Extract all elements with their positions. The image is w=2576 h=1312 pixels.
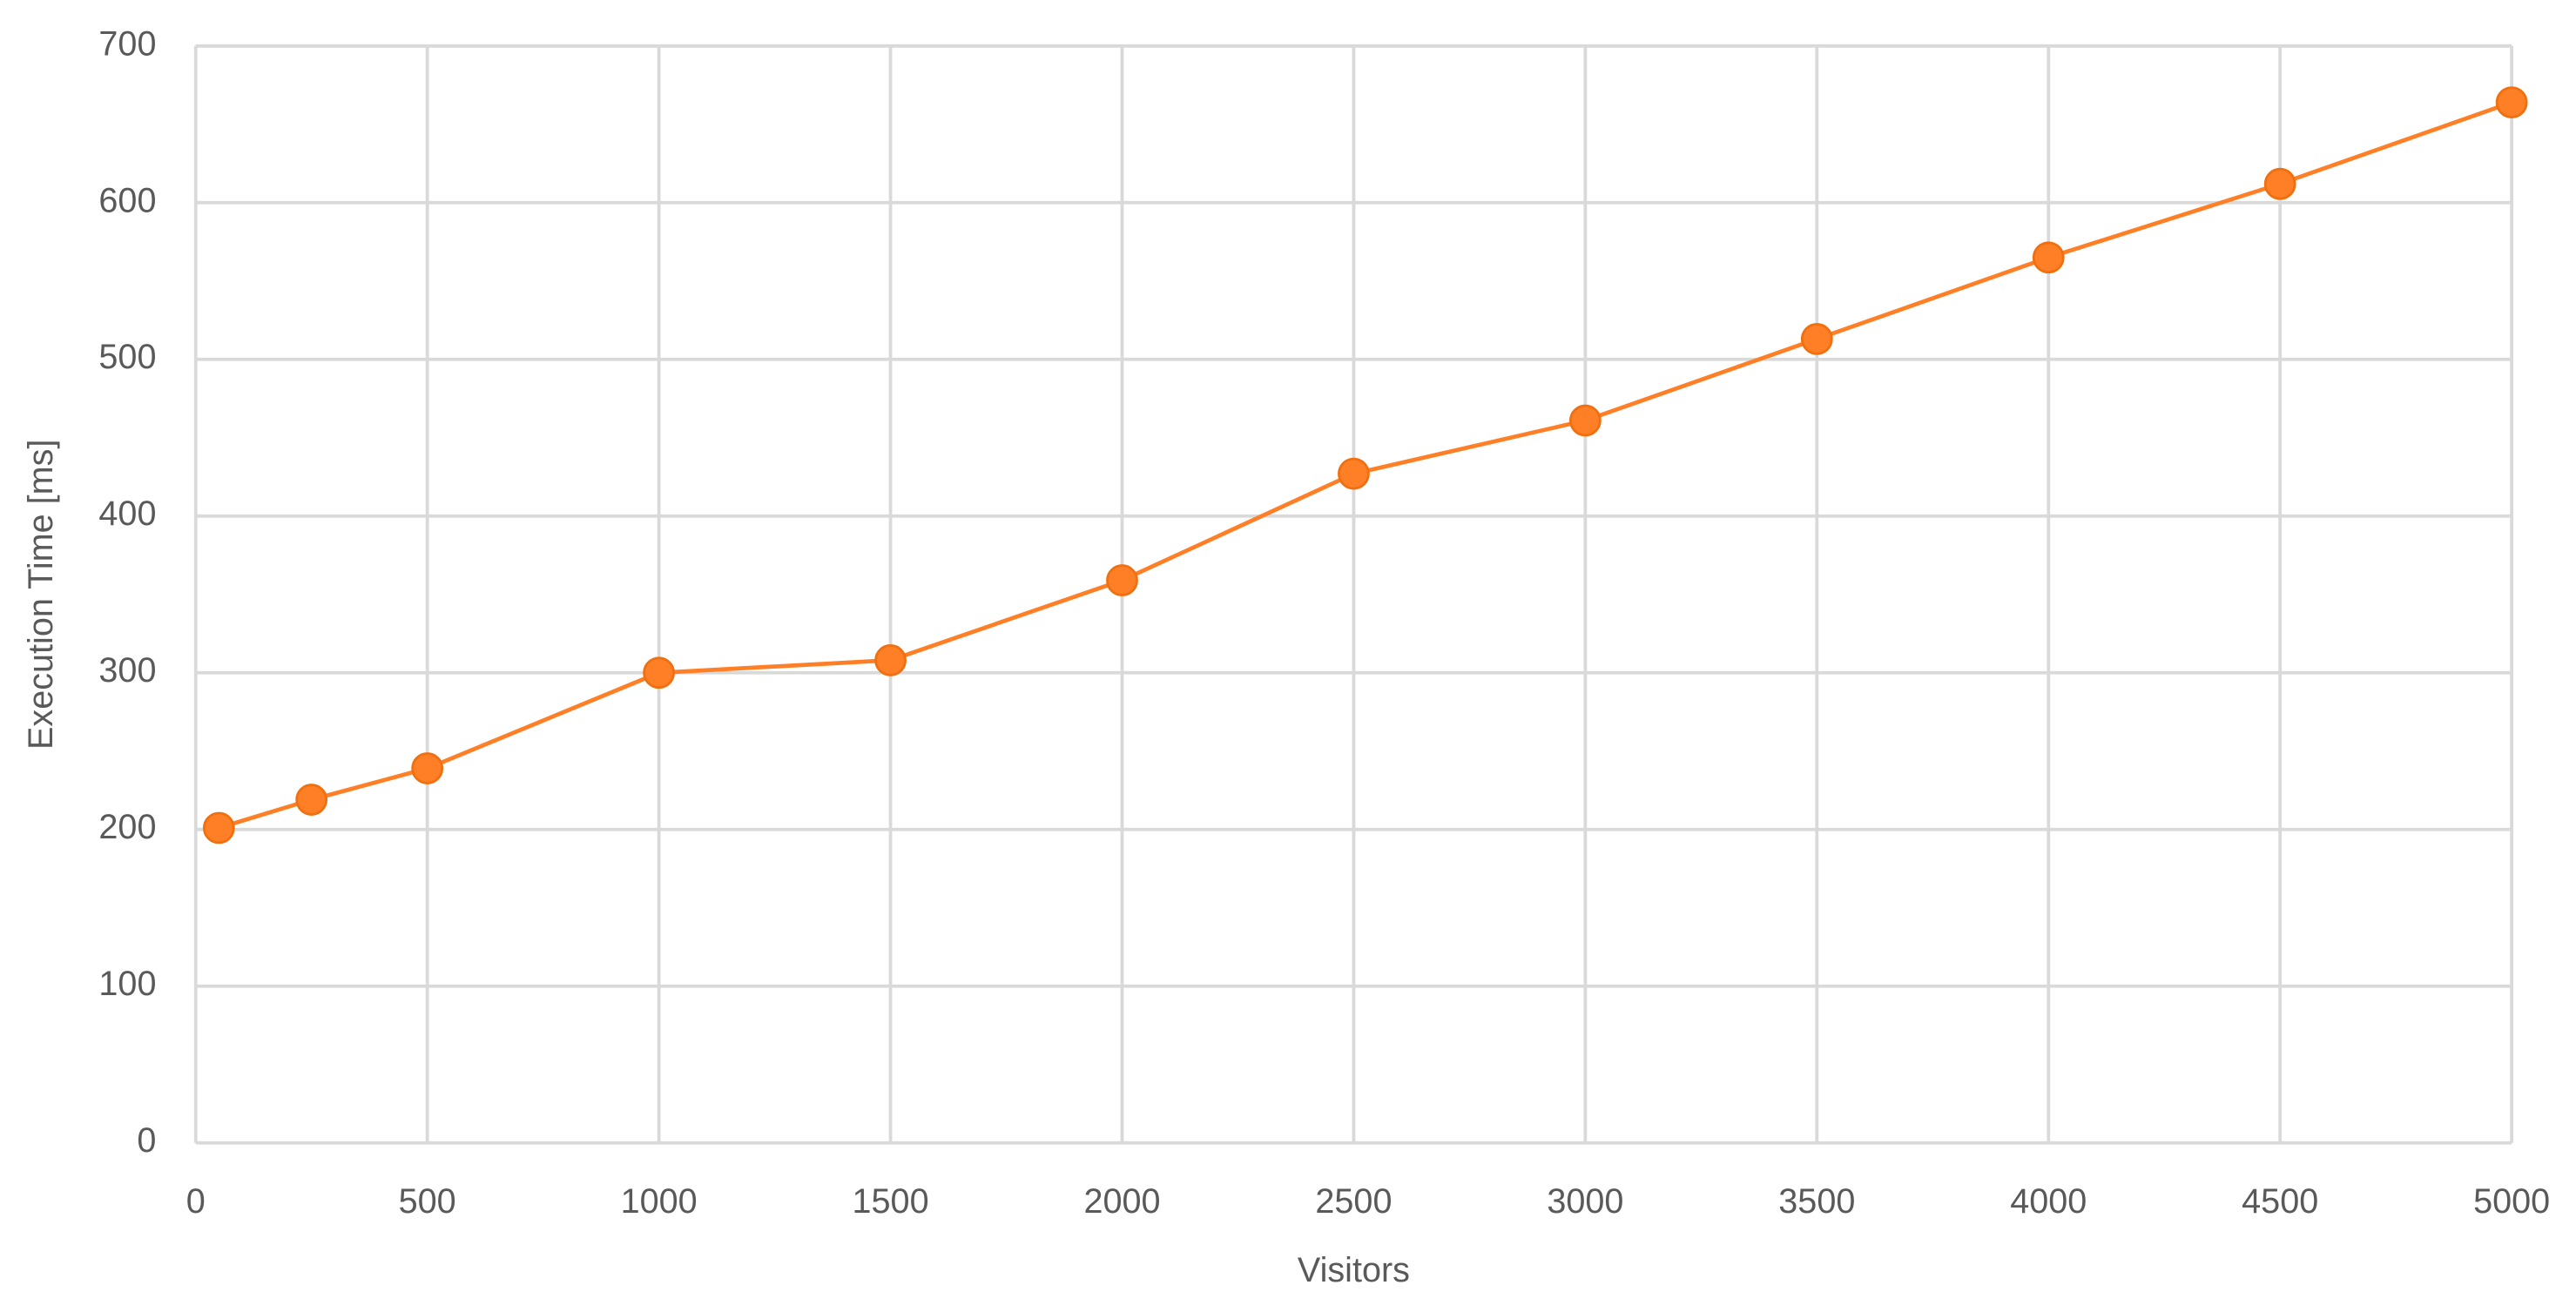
marker	[411, 752, 444, 784]
x-tick-label: 1000	[621, 1182, 698, 1221]
marker	[202, 811, 235, 844]
y-tick-label: 300	[98, 651, 156, 690]
y-tick-label: 100	[98, 965, 156, 1003]
marker	[2263, 167, 2296, 200]
x-tick-label: 4000	[2010, 1182, 2087, 1221]
x-axis-label: Visitors	[1298, 1251, 1410, 1289]
y-tick-label: 500	[98, 338, 156, 376]
x-tick-label: 3500	[1778, 1182, 1855, 1221]
x-tick-label: 500	[399, 1182, 456, 1221]
marker	[1800, 323, 1833, 355]
marker	[2495, 86, 2528, 118]
line	[218, 100, 2512, 831]
y-tick-label: 700	[98, 24, 156, 63]
marker	[874, 643, 907, 676]
x-tick-label: 0	[186, 1182, 206, 1221]
x-tick-label: 5000	[2473, 1182, 2550, 1221]
marker	[1568, 404, 1602, 437]
marker	[1338, 457, 1370, 490]
marker	[643, 656, 676, 690]
y-tick-label: 0	[137, 1121, 156, 1160]
marker	[1106, 564, 1138, 596]
y-tick-label: 200	[98, 808, 156, 846]
y-axis-label: Execution Time [ms]	[22, 440, 60, 750]
y-tick-label: 600	[98, 181, 156, 219]
y-tick-label: 400	[98, 495, 156, 533]
x-tick-label: 1500	[853, 1182, 929, 1221]
marker	[295, 784, 328, 816]
x-tick-label: 2500	[1315, 1182, 1392, 1221]
marker	[2032, 241, 2065, 274]
x-tick-label: 4500	[2242, 1182, 2318, 1221]
x-tick-label: 2000	[1083, 1182, 1160, 1221]
x-tick-label: 3000	[1547, 1182, 1623, 1221]
